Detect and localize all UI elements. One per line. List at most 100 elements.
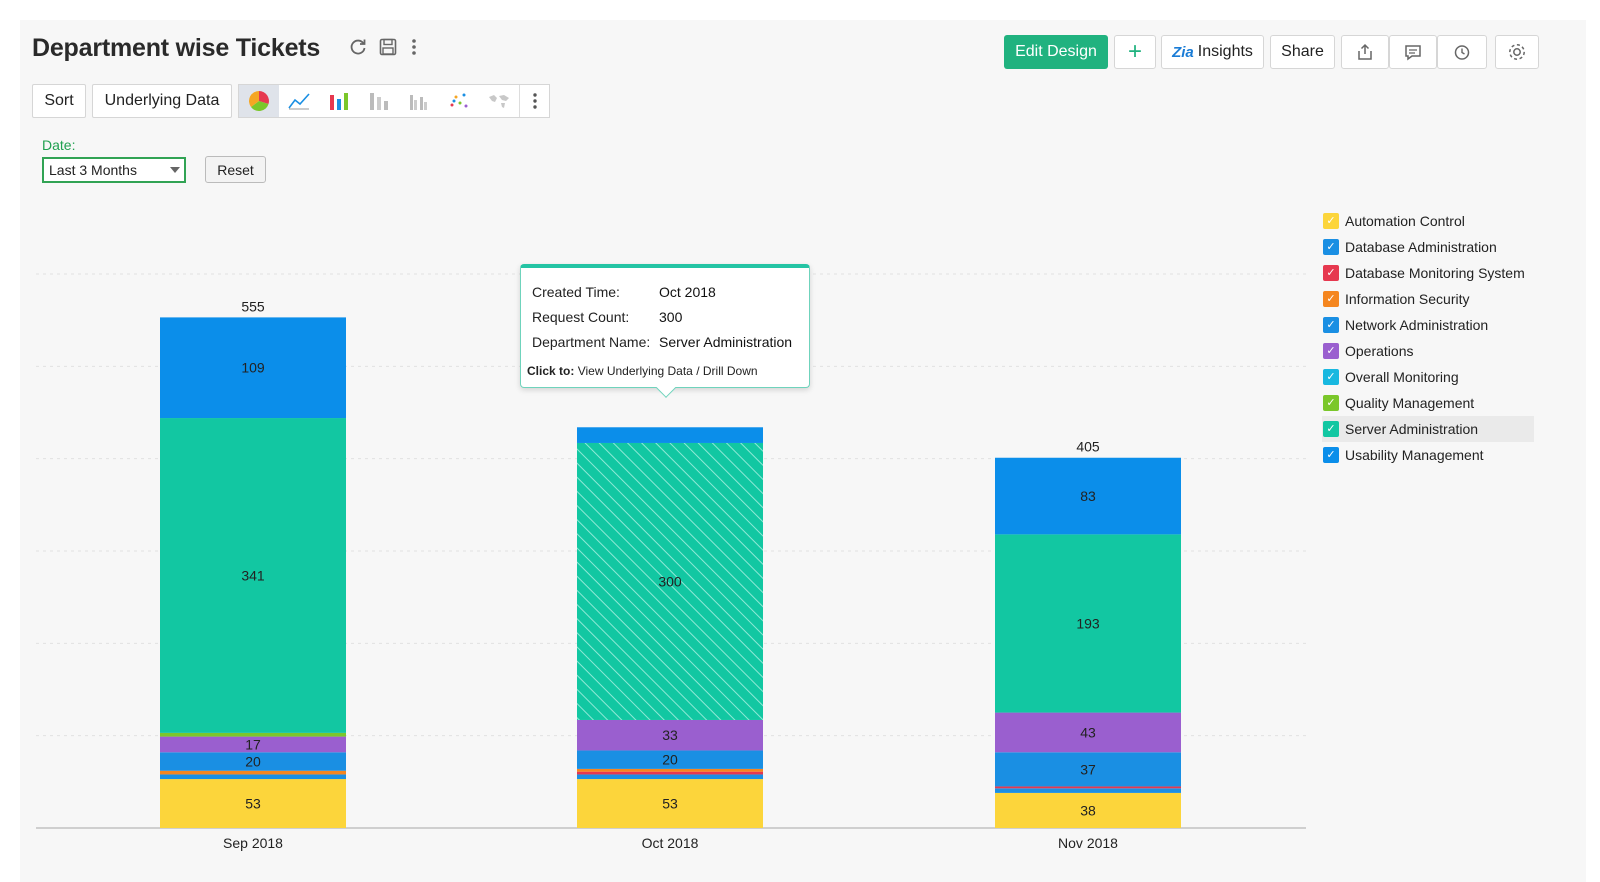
tooltip-count-value: 300 — [659, 309, 683, 325]
total-label: 555 — [241, 298, 265, 314]
legend-label: Database Administration — [1345, 239, 1497, 255]
data-label: 33 — [662, 727, 678, 743]
legend-checkbox-icon[interactable]: ✓ — [1323, 213, 1339, 229]
legend-label: Usability Management — [1345, 447, 1484, 463]
data-label: 341 — [241, 567, 265, 583]
legend-checkbox-icon[interactable]: ✓ — [1323, 421, 1339, 437]
legend-label: Network Administration — [1345, 317, 1489, 333]
tooltip-department-value: Server Administration — [659, 334, 793, 350]
legend-item[interactable]: ✓ Database Administration — [1322, 234, 1534, 260]
bar-segment[interactable] — [995, 792, 1181, 828]
legend-item[interactable]: ✓ Usability Management — [1322, 442, 1534, 468]
bar-segment[interactable] — [995, 457, 1181, 535]
bar-segment[interactable] — [160, 752, 346, 771]
line-chart-icon[interactable] — [279, 85, 319, 117]
chart-more-icon[interactable] — [519, 85, 549, 117]
chart-tooltip: Created Time: Oct 2018 Request Count: 30… — [520, 264, 810, 398]
legend-label: Server Administration — [1345, 421, 1479, 437]
insights-label: Insights — [1197, 43, 1253, 60]
legend-label: Automation Control — [1345, 213, 1465, 229]
bar-segment[interactable] — [995, 534, 1181, 713]
bar-segment[interactable] — [995, 786, 1181, 789]
scatter-chart-icon[interactable] — [439, 85, 479, 117]
bar-segment[interactable] — [160, 418, 346, 733]
save-icon[interactable] — [377, 37, 399, 59]
sort-button[interactable]: Sort — [32, 84, 86, 118]
legend-item[interactable]: ✓ Operations — [1322, 338, 1534, 364]
legend-item[interactable]: ✓ Server Administration — [1322, 416, 1534, 442]
bar-segment[interactable] — [577, 779, 763, 828]
bar-segment[interactable] — [160, 779, 346, 828]
bar-segment[interactable] — [577, 427, 763, 443]
export-button[interactable] — [1341, 35, 1389, 69]
data-label: 20 — [245, 754, 261, 770]
bar-segment[interactable] — [995, 788, 1181, 793]
bar-segment[interactable] — [160, 736, 346, 753]
tooltip-footer-prefix: Click to: — [527, 364, 575, 378]
bar-chart-icon[interactable] — [319, 85, 359, 117]
legend-checkbox-icon[interactable]: ✓ — [1323, 395, 1339, 411]
tooltip-department-label: Department Name: — [532, 334, 651, 350]
bar-segment[interactable] — [577, 750, 763, 769]
stacked-bar-chart: 53 20 17 341 109 555 Sep 2018 53 20 33 300 Oct 2018… — [36, 273, 1306, 851]
tooltip-count-label: Request Count: — [532, 309, 630, 325]
legend-checkbox-icon[interactable]: ✓ — [1323, 369, 1339, 385]
bar-segment[interactable] — [577, 719, 763, 751]
chart-toolbar: Sort Underlying Data — [32, 84, 550, 118]
data-label: 20 — [662, 752, 678, 768]
legend-checkbox-icon[interactable]: ✓ — [1323, 291, 1339, 307]
bar-segment[interactable] — [160, 317, 346, 419]
underlying-data-button[interactable]: Underlying Data — [92, 84, 232, 118]
refresh-icon[interactable] — [347, 37, 369, 59]
bar-segment[interactable] — [160, 770, 346, 775]
legend-item[interactable]: ✓ Information Security — [1322, 286, 1534, 312]
share-button[interactable]: Share — [1270, 35, 1335, 69]
chart-type-selector — [238, 84, 550, 118]
gear-icon — [1509, 44, 1525, 60]
legend-checkbox-icon[interactable]: ✓ — [1323, 239, 1339, 255]
export-icon — [1358, 43, 1372, 60]
bar-segment[interactable] — [577, 774, 763, 780]
legend-item[interactable]: ✓ Quality Management — [1322, 390, 1534, 416]
pie-chart-icon[interactable] — [239, 85, 279, 117]
data-label: 43 — [1080, 724, 1096, 740]
insights-icon: Zia — [1172, 43, 1194, 61]
tooltip-created-label: Created Time: — [532, 284, 620, 300]
legend-checkbox-icon[interactable]: ✓ — [1323, 265, 1339, 281]
bar-segment[interactable] — [577, 442, 763, 720]
edit-design-button[interactable]: Edit Design — [1004, 35, 1108, 69]
bar-segment[interactable] — [577, 768, 763, 772]
x-tick-label: Sep 2018 — [223, 835, 283, 851]
reset-button[interactable]: Reset — [205, 156, 266, 183]
tooltip-footer-action: View Underlying Data / Drill Down — [577, 364, 758, 378]
total-label: 405 — [1076, 439, 1100, 455]
data-label: 109 — [241, 360, 265, 376]
legend-label: Operations — [1345, 343, 1414, 359]
add-button[interactable]: + — [1114, 35, 1156, 69]
legend-item[interactable]: ✓ Automation Control — [1322, 208, 1534, 234]
bar-segment[interactable] — [160, 774, 346, 780]
more-options-icon[interactable] — [403, 37, 425, 59]
grouped-bar-chart-icon[interactable] — [399, 85, 439, 117]
bar-segment[interactable] — [995, 752, 1181, 787]
insights-button[interactable]: Zia Insights — [1161, 35, 1264, 69]
alarm-clock-icon — [1454, 45, 1470, 60]
comments-button[interactable] — [1389, 35, 1437, 69]
schedule-button[interactable] — [1437, 35, 1487, 69]
stacked-bar-chart-icon[interactable] — [359, 85, 399, 117]
legend-checkbox-icon[interactable]: ✓ — [1323, 447, 1339, 463]
date-filter-select[interactable]: Last 3 Months — [42, 157, 186, 183]
map-chart-icon[interactable] — [479, 85, 519, 117]
data-label: 193 — [1076, 615, 1100, 631]
legend-item[interactable]: ✓ Network Administration — [1322, 312, 1534, 338]
legend-item[interactable]: ✓ Database Monitoring System — [1322, 260, 1534, 286]
legend-checkbox-icon[interactable]: ✓ — [1323, 343, 1339, 359]
date-filter-value: Last 3 Months — [49, 162, 137, 178]
legend-item[interactable]: ✓ Overall Monitoring — [1322, 364, 1534, 390]
settings-button[interactable] — [1495, 35, 1539, 69]
bar-segment[interactable] — [577, 771, 763, 775]
tooltip-footer[interactable]: Click to: View Underlying Data / Drill D… — [527, 364, 758, 378]
bar-segment[interactable] — [160, 732, 346, 737]
bar-segment[interactable] — [995, 712, 1181, 753]
legend-checkbox-icon[interactable]: ✓ — [1323, 317, 1339, 333]
